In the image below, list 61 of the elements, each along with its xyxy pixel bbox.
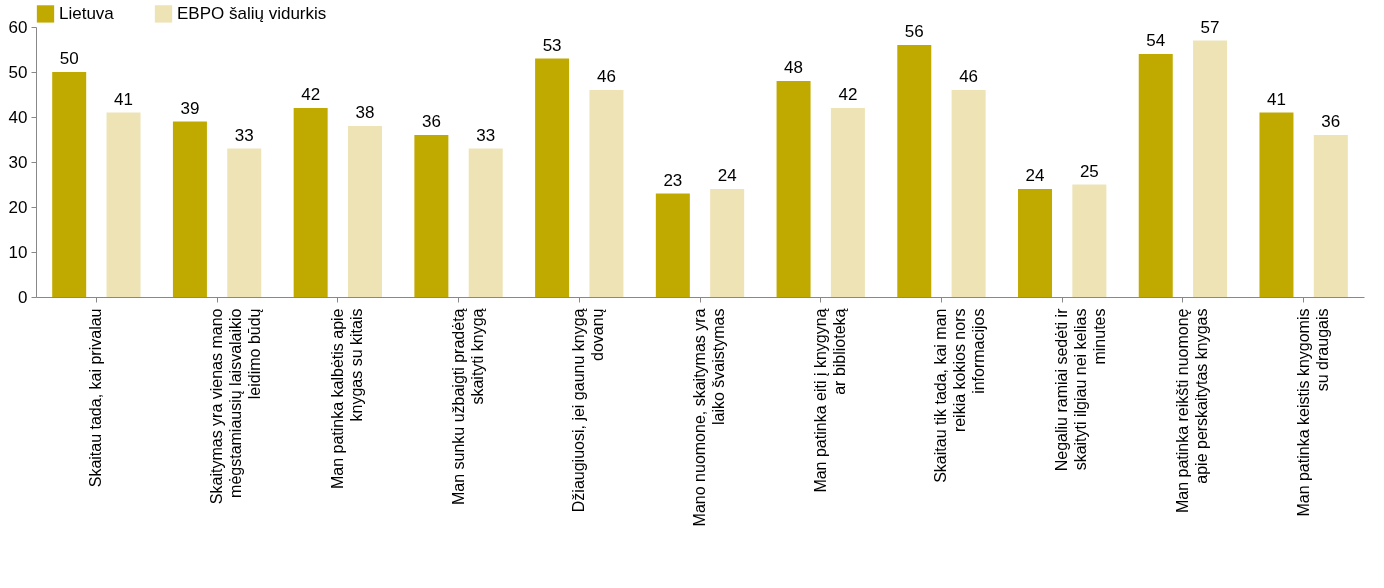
- x-tick-label: Negaliu ramiai sedėti ir skaityti ilgiau nei kelias minutes: [1053, 307, 1109, 472]
- bar: [1259, 112, 1294, 297]
- legend-label: EBPO šalių vidurkis: [177, 3, 327, 23]
- data-label: 33: [476, 125, 496, 145]
- bar: [951, 90, 986, 297]
- data-label: 57: [1200, 17, 1220, 37]
- bar: [52, 72, 87, 297]
- data-label: 38: [355, 103, 375, 122]
- data-label: 33: [234, 125, 254, 145]
- bar: [106, 112, 141, 297]
- x-tick-label: Skaitau tada, kai privalau: [87, 308, 105, 488]
- bar: [1072, 184, 1107, 297]
- data-label: 41: [1267, 89, 1286, 109]
- bar: [655, 193, 690, 297]
- y-tick-label: 0: [18, 287, 28, 307]
- data-label: 53: [542, 35, 562, 55]
- data-label: 54: [1146, 31, 1166, 50]
- bar: [227, 148, 262, 297]
- y-tick-label: 10: [8, 242, 28, 262]
- x-tick-label: Man patinka keistis knygomis su draugais: [1294, 308, 1331, 517]
- data-label: 46: [959, 67, 979, 86]
- x-tick-label: Man sunku užbaigti pradėtą skaityti knygą: [449, 308, 486, 506]
- bar: [414, 135, 449, 297]
- data-label: 25: [1079, 161, 1099, 181]
- bar: [830, 108, 865, 297]
- bar: [589, 90, 624, 297]
- x-tick-label: Man patinka eiti į knygyną ar biblioteką: [811, 308, 848, 493]
- legend-label: Lietuva: [59, 3, 115, 23]
- bar: [172, 121, 207, 297]
- bar: [293, 108, 328, 297]
- x-tick-label: Skaitymas yra vienas mano mėgstamiausių laisvalaikio leidimo būdų: [208, 308, 264, 505]
- bar: [1193, 40, 1228, 297]
- bar: [1018, 189, 1053, 297]
- x-tick-label: Skaitau tik tada, kai man reikia kokios nors informacijos: [932, 308, 988, 483]
- data-label: 41: [114, 89, 133, 109]
- data-label: 46: [596, 67, 616, 86]
- x-tick-label: Džiaugiuosi, jei gaunu knygą dovanų: [570, 308, 607, 513]
- y-tick-label: 30: [8, 152, 28, 172]
- bar: [776, 81, 811, 297]
- data-label: 24: [717, 166, 737, 185]
- data-label: 50: [59, 49, 79, 68]
- bar: [1138, 54, 1173, 297]
- bar: [897, 45, 932, 297]
- data-label: 36: [421, 112, 441, 131]
- y-tick-label: 20: [8, 197, 28, 217]
- bar: [347, 126, 382, 297]
- data-label: 39: [180, 98, 200, 118]
- bar: [535, 58, 570, 297]
- data-label: 36: [1321, 112, 1341, 131]
- data-label: 42: [301, 85, 321, 104]
- data-label: 23: [663, 170, 683, 190]
- bar: [710, 189, 745, 297]
- bar: [1313, 135, 1348, 297]
- data-label: 56: [904, 22, 924, 41]
- data-label: 42: [838, 85, 858, 104]
- data-label: 48: [784, 58, 804, 77]
- y-tick-label: 60: [8, 17, 28, 37]
- bar: [468, 148, 503, 297]
- data-label: 24: [1025, 166, 1045, 185]
- y-tick-label: 40: [8, 107, 28, 127]
- y-tick-label: 50: [8, 62, 28, 82]
